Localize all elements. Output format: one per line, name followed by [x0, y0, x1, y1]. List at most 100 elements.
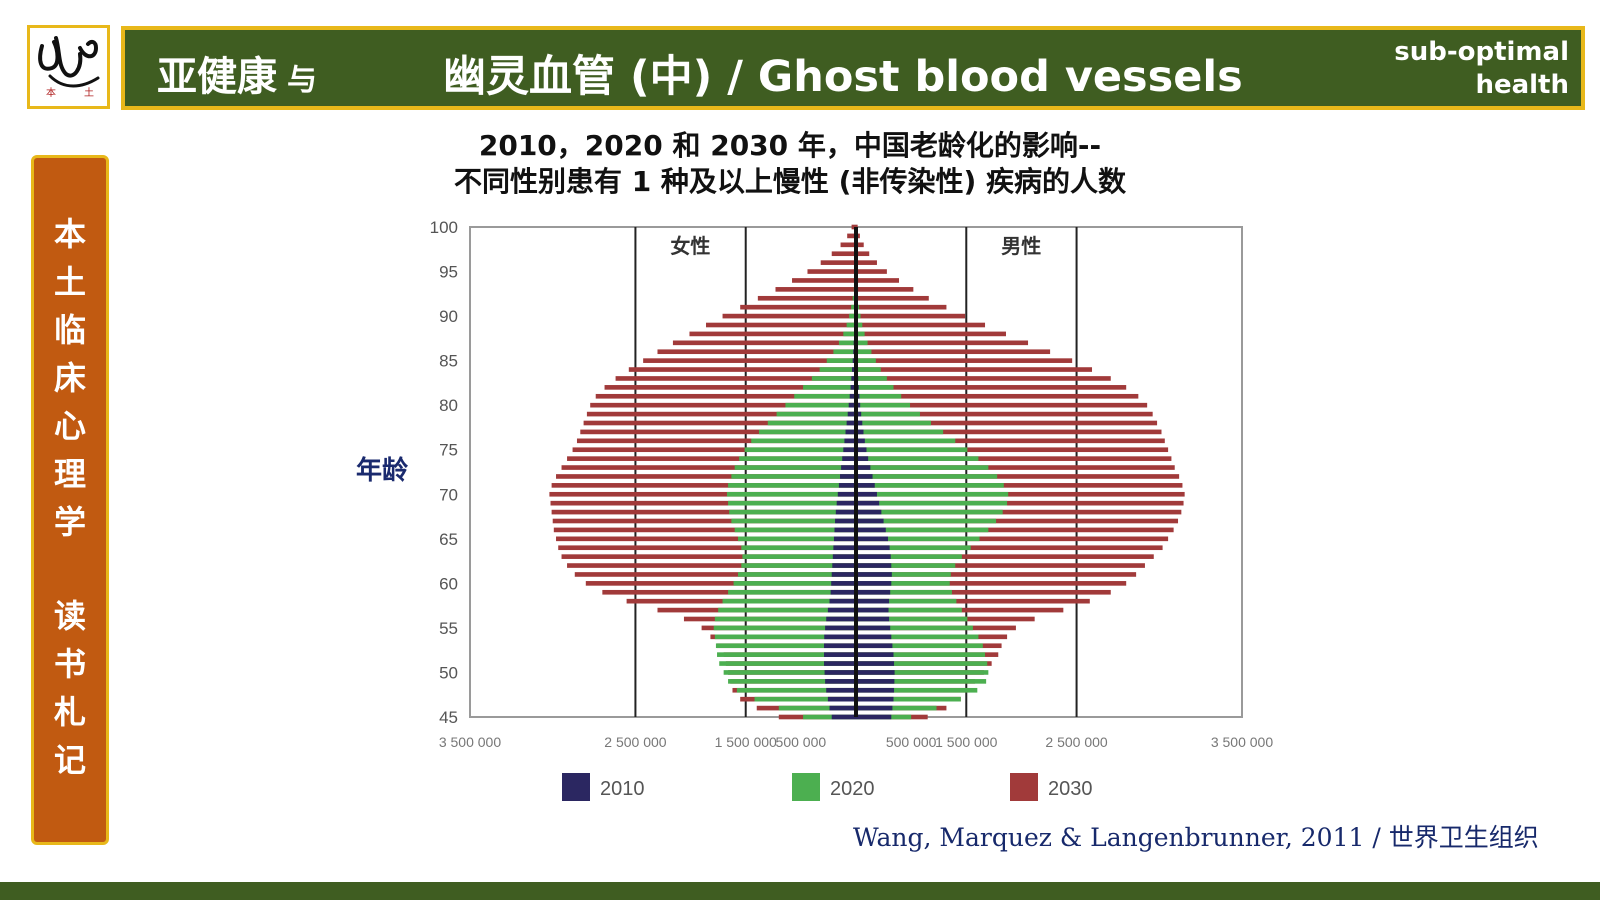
bar-2030-male — [856, 295, 929, 301]
bar-2020-female — [744, 447, 856, 453]
chart-title: 2010，2020 和 2030 年，中国老龄化的影响-- 不同性别患有 1 种… — [290, 128, 1290, 200]
bar-2010-male — [856, 554, 891, 559]
bar-2010-female — [846, 420, 856, 426]
bar-2020-female — [714, 634, 856, 640]
bar-2020-female — [728, 589, 856, 595]
bar-2020-male — [856, 643, 983, 649]
y-tick-label: 95 — [439, 263, 458, 282]
sidebar-char: 读 — [53, 597, 86, 635]
header-title-right: sub-optimal health — [1394, 36, 1569, 102]
bar-2010-female — [835, 518, 856, 524]
bar-2020-female — [719, 661, 856, 666]
sidebar-char: 土 — [53, 263, 86, 301]
bar-2030-female — [567, 563, 856, 568]
bar-2020-male — [856, 340, 868, 346]
bar-2020-male — [856, 331, 865, 337]
bar-2010-male — [856, 509, 882, 515]
bar-2020-female — [849, 313, 856, 319]
bar-2030-female — [561, 465, 856, 470]
bar-2030-male — [856, 322, 986, 328]
bar-2030-male — [856, 385, 1127, 390]
bar-2010-female — [831, 572, 856, 577]
bar-2020-male — [856, 527, 989, 533]
bar-2030-male — [856, 376, 1111, 381]
panel-label-female: 女性 — [670, 234, 710, 258]
bar-2020-female — [833, 349, 856, 355]
bar-2020-male — [856, 483, 1004, 488]
bar-2020-female — [826, 358, 856, 363]
bar-2010-male — [856, 670, 895, 675]
bar-2020-female — [714, 616, 856, 622]
bar-2010-male — [856, 581, 892, 586]
bar-2030-female — [847, 233, 856, 239]
bar-2020-female — [728, 483, 856, 488]
bar-2030-female — [551, 509, 856, 515]
x-tick-label: 1 500 000 — [935, 734, 997, 750]
bar-2030-female — [604, 385, 856, 390]
bar-2030-male — [856, 500, 1184, 506]
bar-2020-female — [728, 679, 856, 684]
bar-2010-female — [838, 483, 856, 488]
y-tick-label: 45 — [439, 708, 458, 727]
bar-2020-female — [717, 652, 856, 657]
bar-2020-female — [776, 411, 856, 417]
bar-2030-female — [572, 447, 856, 453]
bar-2010-female — [829, 598, 856, 604]
bar-2030-female — [590, 402, 856, 408]
bar-2030-male — [856, 474, 1180, 479]
bar-2020-female — [728, 500, 856, 506]
bar-2030-male — [856, 456, 1172, 461]
bar-2020-male — [856, 500, 1008, 506]
bar-2030-male — [856, 313, 966, 319]
bar-2020-male — [856, 420, 931, 426]
bar-2010-male — [856, 616, 890, 622]
bar-2030-female — [689, 331, 856, 337]
logo-mark-icon: 本 土 — [38, 36, 100, 99]
bar-2020-female — [733, 581, 856, 586]
bar-2010-male — [856, 429, 864, 435]
bar-2030-male — [856, 411, 1153, 417]
bar-2020-female — [734, 527, 856, 533]
bar-2010-male — [856, 447, 867, 453]
bar-2030-male — [856, 581, 1127, 586]
legend-swatch-2010 — [562, 773, 590, 801]
bar-2020-male — [856, 687, 978, 693]
bar-2010-female — [824, 652, 856, 657]
bar-2010-male — [856, 474, 873, 479]
sidebar-char: 札 — [53, 693, 86, 731]
bar-2020-female — [741, 563, 856, 568]
bar-2020-male — [856, 696, 961, 702]
bar-2030-male — [856, 287, 914, 292]
bar-2030-male — [856, 331, 1006, 337]
bar-2030-female — [585, 581, 856, 586]
bar-2020-male — [856, 393, 902, 399]
bar-2020-female — [803, 385, 856, 390]
bar-2030-female — [595, 393, 856, 399]
bar-2020-female — [819, 367, 856, 372]
bar-2020-female — [758, 429, 856, 435]
bar-2030-male — [856, 465, 1175, 470]
bar-2010-male — [856, 696, 894, 702]
sidebar-char: 心 — [53, 407, 86, 445]
bar-2020-male — [856, 545, 971, 551]
header-title-right-line1: sub-optimal — [1394, 37, 1569, 67]
bar-2010-female — [824, 643, 856, 649]
bar-2030-female — [757, 295, 856, 301]
bar-2010-male — [856, 491, 877, 497]
bar-2010-male — [856, 598, 890, 604]
sidebar: 本 土 临 床 心 理 学 读 书 札 记 — [31, 155, 109, 845]
bar-2010-female — [848, 402, 856, 408]
bar-2020-male — [856, 376, 887, 381]
bar-2020-male — [856, 474, 998, 479]
bar-2010-female — [826, 687, 856, 693]
bar-2010-male — [856, 456, 869, 461]
bar-2020-male — [856, 447, 968, 453]
bar-2010-female — [831, 714, 856, 720]
bar-2020-male — [856, 491, 1009, 497]
bar-2020-male — [856, 670, 989, 675]
bar-2010-female — [830, 589, 856, 595]
bar-2020-female — [742, 554, 856, 559]
bar-2030-male — [856, 358, 1073, 363]
bar-2030-female — [556, 536, 856, 542]
bar-2010-female — [849, 393, 856, 399]
